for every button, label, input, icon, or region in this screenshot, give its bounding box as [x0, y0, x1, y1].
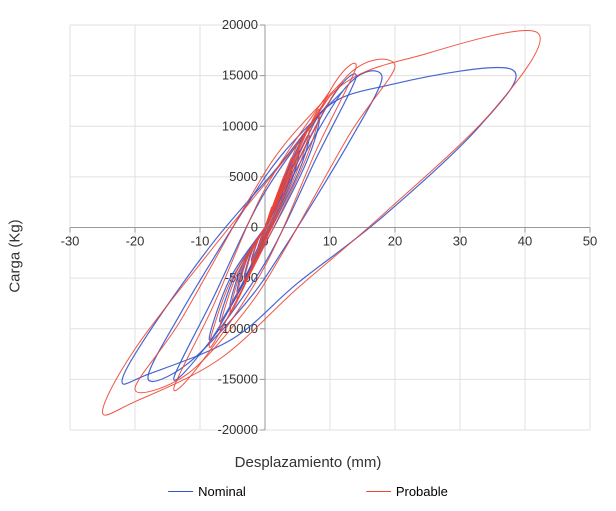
x-tick-label: -20 — [126, 234, 145, 249]
legend-line-nominal — [168, 491, 193, 493]
chart-container: -30-20-1001020304050-20000-15000-10000-5… — [70, 10, 600, 450]
x-axis-title: Desplazamiento (mm) — [235, 454, 382, 471]
legend: Nominal Probable — [168, 484, 448, 499]
y-axis-title: Carga (Kg) — [7, 219, 24, 292]
y-tick-label: -15000 — [218, 371, 258, 386]
y-tick-label: 0 — [251, 220, 258, 235]
legend-label-probable: Probable — [396, 484, 448, 499]
x-tick-label: 50 — [583, 234, 597, 249]
y-tick-label: 5000 — [229, 169, 258, 184]
x-tick-label: 20 — [388, 234, 402, 249]
x-tick-label: 40 — [518, 234, 532, 249]
y-tick-label: 20000 — [222, 17, 258, 32]
x-tick-label: 10 — [323, 234, 337, 249]
y-tick-label: -20000 — [218, 422, 258, 437]
y-tick-label: 15000 — [222, 68, 258, 83]
legend-item-probable: Probable — [366, 484, 448, 499]
x-tick-label: 30 — [453, 234, 467, 249]
y-tick-label: 10000 — [222, 118, 258, 133]
series-probable-loop — [103, 31, 541, 416]
legend-item-nominal: Nominal — [168, 484, 246, 499]
legend-line-probable — [366, 491, 391, 493]
legend-label-nominal: Nominal — [198, 484, 246, 499]
x-tick-label: -10 — [191, 234, 210, 249]
plot-area: -30-20-1001020304050-20000-15000-10000-5… — [70, 25, 590, 430]
plot-svg: -30-20-1001020304050-20000-15000-10000-5… — [70, 25, 590, 430]
x-tick-label: -30 — [61, 234, 80, 249]
